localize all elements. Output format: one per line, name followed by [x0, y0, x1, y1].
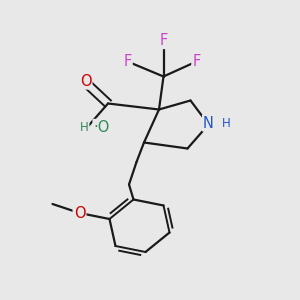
Text: O: O: [74, 206, 85, 220]
Text: H: H: [221, 117, 230, 130]
Text: O: O: [80, 74, 91, 88]
Text: F: F: [159, 33, 168, 48]
Text: F: F: [192, 54, 201, 69]
Text: F: F: [123, 54, 132, 69]
Text: ·O: ·O: [94, 120, 110, 135]
Text: H: H: [80, 121, 88, 134]
Text: N: N: [203, 116, 214, 130]
